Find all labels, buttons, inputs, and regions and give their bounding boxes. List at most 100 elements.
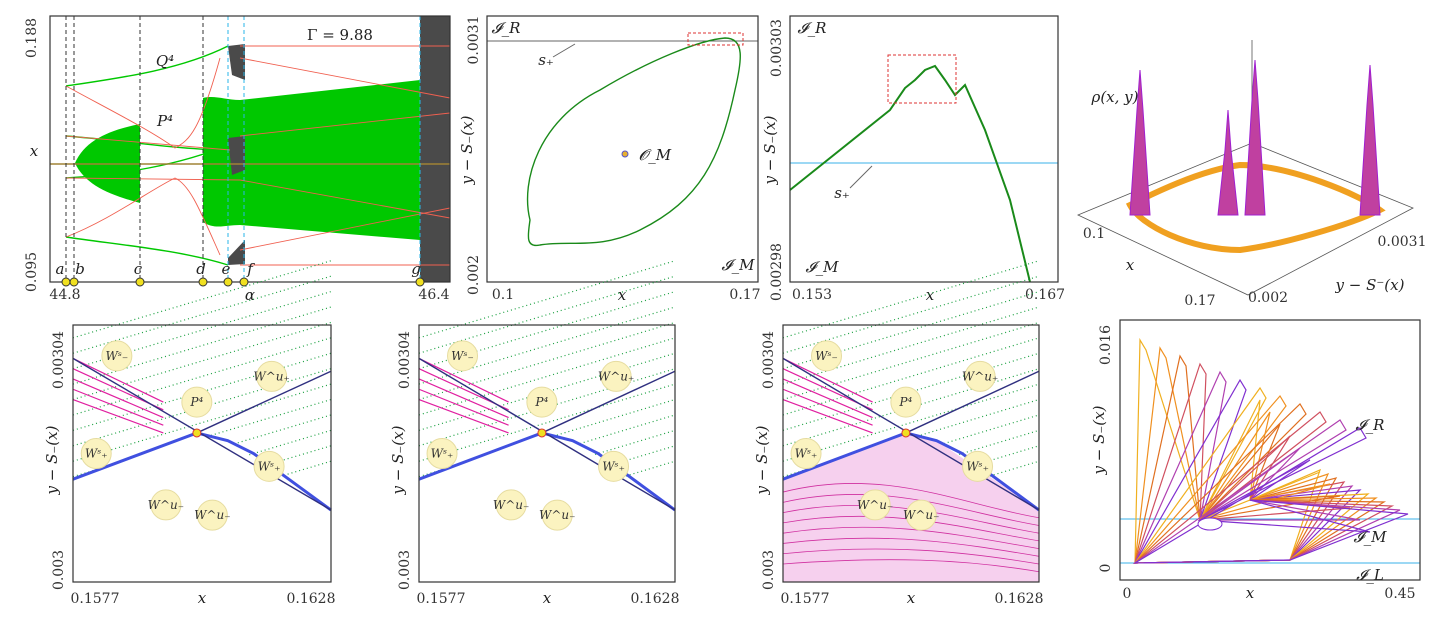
marker-label-b: b — [75, 260, 85, 278]
scatter-band — [782, 368, 1040, 447]
zoom-box — [887, 54, 957, 104]
callout-label: W^u₊ — [253, 369, 289, 383]
callout-label: Wˢ₊ — [258, 459, 281, 473]
stable-manifold-line — [72, 357, 332, 511]
y-tick-min: 0.002 — [466, 255, 482, 295]
x-axis-label: x — [1246, 584, 1255, 602]
z-axis-label: ρ(x, y) — [1091, 88, 1139, 106]
center-point — [621, 150, 629, 158]
spiral-curve — [1133, 411, 1395, 564]
marker-dot-f — [239, 277, 249, 287]
invariant-curve-panel: 𝓘_R s₊ 𝓞_M 𝓘_M 0.1 0.17 x 0.0031 0.002 y − S₋(x) — [458, 15, 761, 304]
ir-label: 𝓘_R — [1356, 416, 1385, 434]
ir-label: 𝓘_R — [798, 19, 827, 37]
callout-label: P⁴ — [534, 395, 548, 409]
chaos-region-mid — [228, 136, 245, 175]
y-axis-label: y − S₋(x) — [458, 115, 476, 185]
stable-curve — [65, 45, 229, 87]
marker-label-e: e — [222, 260, 231, 278]
x-tick-min: 0.1 — [492, 287, 514, 303]
callout-bubble — [196, 499, 228, 531]
plot-frame — [72, 324, 332, 583]
stable-manifold-minus-fold — [72, 378, 164, 419]
marker-dot-e — [223, 277, 233, 287]
x-tick-max: 0.1628 — [287, 591, 336, 607]
y-tick-min: 0.095 — [24, 252, 40, 292]
stable-curve — [65, 144, 229, 179]
p4-label: P⁴ — [156, 112, 173, 130]
scatter-band — [782, 352, 1040, 431]
im-label: 𝓘_M — [722, 256, 756, 274]
x-axis-label: x — [907, 589, 916, 607]
callout-bubble — [80, 438, 112, 469]
plot-frame — [1119, 319, 1421, 581]
spiral-curve — [1133, 386, 1370, 564]
x-tick-min: 44.8 — [49, 287, 80, 303]
y-tick-max: 0.00304 — [761, 331, 777, 389]
manifolds-panel-2: Wˢ₋ W^u₊ P⁴ Wˢ₊ Wˢ₊ W^u₋ W^u₋ 0.1577 0.1628 x 0.00… — [389, 260, 680, 607]
callout-label: W^u₊ — [598, 369, 634, 383]
s-plus-arrow — [552, 43, 576, 58]
im-label: 𝓘_M — [1354, 528, 1388, 546]
scatter-band — [418, 383, 676, 462]
marker-dot-g — [415, 277, 425, 287]
unstable-manifold-plus — [905, 370, 1040, 434]
callout-bubble — [526, 386, 558, 418]
callout-bubble — [101, 340, 133, 372]
chaos-region-bottom — [228, 240, 245, 265]
y-tick-max: 0.00304 — [51, 331, 67, 389]
callout-label: Wˢ₊ — [966, 459, 989, 473]
plot-frame — [789, 15, 1059, 283]
s-plus-label: s₊ — [538, 51, 554, 69]
x-axis-label: x — [198, 589, 207, 607]
callout-bubble — [447, 340, 479, 372]
scatter-band — [782, 337, 1040, 416]
scatter-band — [72, 321, 332, 401]
bifurcation-panel: a b c d e f g 44.8 46.4 α 0.188 0.095 x Γ = 9.88 Q⁴ P⁴ — [24, 15, 451, 304]
callout-bubble — [811, 340, 843, 372]
pink-filament — [782, 559, 1040, 573]
base-plane — [1077, 142, 1414, 296]
scatter-band — [72, 352, 332, 431]
stable-manifold-minus-fold — [782, 388, 873, 426]
y-tick-min: 0 — [1098, 564, 1114, 573]
callout-label: W^u₊ — [962, 369, 998, 383]
invariant-curve — [526, 37, 741, 247]
y-tick-min: 0.003 — [397, 550, 413, 590]
fixed-point-p4 — [537, 428, 547, 438]
fixed-point-p4 — [192, 428, 202, 438]
marker-dot-c — [135, 277, 145, 287]
unstable-curve — [239, 179, 451, 219]
spiral-curve — [1133, 403, 1387, 564]
scatter-band — [72, 383, 332, 462]
y-tick-max: 0.00304 — [397, 331, 413, 389]
density-3d-panel: ρ(x, y) 0.1 0.17 x 0.002 0.0031 y − S⁻(x) — [1077, 40, 1427, 309]
callout-bubble — [859, 489, 891, 521]
s-plus-arrow — [849, 165, 873, 189]
im-label: 𝓘_M — [806, 258, 840, 276]
pink-filament — [782, 483, 1040, 519]
unstable-manifold-plus — [541, 370, 676, 434]
y-axis-label: y − S₋(x) — [753, 425, 771, 495]
callout-label: P⁴ — [189, 395, 203, 409]
callout-label: Wˢ₊ — [431, 447, 454, 461]
x-tick-max: 0.1628 — [995, 591, 1044, 607]
chaos-region-top — [228, 44, 245, 80]
callout-bubble — [962, 450, 994, 482]
y-tick-max: 0.188 — [24, 18, 40, 58]
x-axis-label: x — [926, 286, 935, 304]
y-tick-max: 0.00303 — [769, 19, 785, 77]
inner-hole — [1197, 517, 1223, 531]
x-tick-min: 0 — [1123, 586, 1132, 602]
stable-manifold-minus-fold — [72, 357, 164, 403]
x-tick-min: 0.1577 — [417, 591, 466, 607]
unstable-curve — [239, 207, 451, 251]
callout-label: W^u₋ — [539, 508, 575, 522]
y-tick-min: 0.002 — [1248, 290, 1288, 306]
callout-label: W^u₋ — [857, 498, 893, 512]
callout-bubble — [541, 499, 573, 531]
plot-frame — [486, 15, 759, 283]
spiral-curve — [1134, 337, 1321, 564]
callout-label: Wˢ₊ — [602, 459, 625, 473]
callout-bubble — [598, 450, 630, 482]
